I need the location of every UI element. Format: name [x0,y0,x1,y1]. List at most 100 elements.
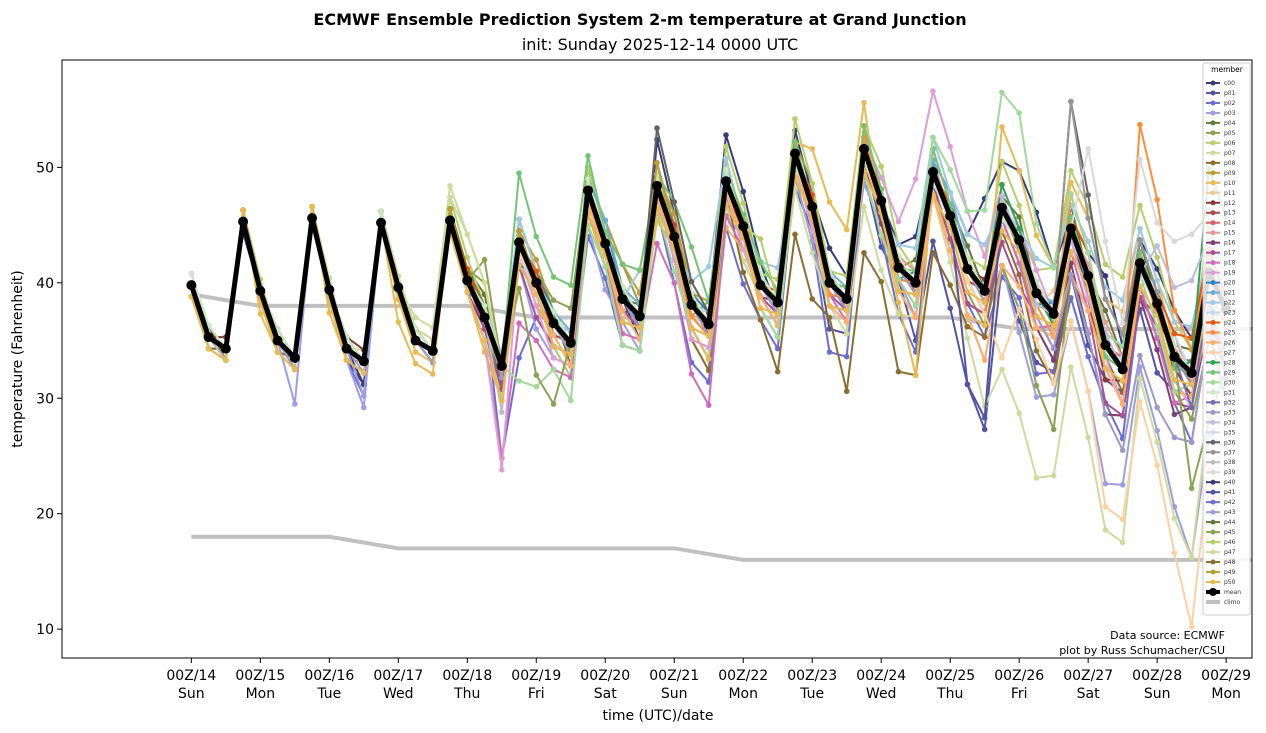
member-p08-point [826,314,833,321]
member-p30-point [774,334,781,340]
member-p24-point [1171,330,1178,337]
member-p06-point [1102,261,1109,268]
member-p31-point [723,166,729,173]
member-p50-point [1068,248,1074,255]
member-p08-point [757,316,764,323]
member-p19-point [533,303,540,309]
mean-point [410,335,421,346]
member-p19-point [740,246,747,253]
member-p33-point [1171,434,1178,441]
member-p22-point [1137,225,1143,232]
member-p07-point [1085,434,1091,441]
member-p19-point [550,355,557,361]
member-p10-point [1068,179,1074,186]
member-p22-point [1033,255,1040,262]
member-p10-point [1016,168,1022,174]
member-p30-point [1050,264,1057,271]
legend-item-p49: p49 [1206,569,1236,576]
legend-item-p33: p33 [1206,409,1236,416]
member-p08-point [861,249,867,256]
member-p03-point [361,404,367,411]
member-p30-point [1068,191,1074,197]
member-p26-point [912,314,919,321]
x-tick-day-label: Tue [799,686,824,702]
mean-point [548,318,559,329]
legend-label: p28 [1224,359,1236,366]
legend-marker [1210,339,1216,345]
mean-point [255,285,266,296]
member-p22-point [1171,319,1178,325]
member-p33-point [1050,345,1057,352]
member-p50-point [429,371,436,377]
member-p30-point [1154,323,1160,330]
member-p01-point [1154,370,1160,376]
member-p33-point [498,374,505,381]
member-p27-point [1102,503,1109,510]
mean-point [272,335,283,346]
member-p18-point [516,320,522,327]
member-p02-point [516,355,522,361]
member-p50-point [757,305,764,312]
mean-point [427,345,438,356]
member-p39-point [188,270,195,277]
member-p10-point [1033,232,1040,239]
legend-item-p43: p43 [1206,509,1236,516]
member-p03-point [1102,480,1109,487]
member-p04-point [1102,307,1109,314]
member-p50-point [205,345,212,352]
mean-point [1186,367,1197,378]
member-p45-point [1188,485,1195,492]
member-p32-point [1188,404,1195,411]
member-p19-point [947,143,953,150]
member-p05-point [1188,416,1195,422]
member-p06-point [1154,254,1160,261]
member-p50-point [1033,313,1040,320]
member-c00-point [1154,266,1160,272]
legend-item-p16: p16 [1206,240,1236,247]
member-p02-point [740,281,747,287]
member-p17-point [533,314,540,321]
member-p50-point [774,311,781,317]
x-tick-day-label: Thu [453,686,480,702]
legend-label: p41 [1224,489,1236,496]
legend-marker [1210,479,1216,485]
member-p30-point [1033,221,1040,227]
member-p33-point [1154,404,1160,411]
member-p33-point [1188,439,1195,445]
member-p26-point [999,262,1005,269]
legend-item-p09: p09 [1206,170,1236,177]
member-p07-point [878,267,885,273]
legend-item-p21: p21 [1206,290,1236,297]
member-c00-point [723,132,729,138]
legend-item-p32: p32 [1206,399,1236,406]
member-p18-point [533,337,540,344]
mean-point [1065,223,1076,234]
plot-credit-note: plot by Russ Schumacher/CSU [1059,644,1225,657]
member-p46-point [757,236,764,242]
legend-marker [1210,290,1216,296]
legend-label: p35 [1224,429,1236,436]
legend-item-p23: p23 [1206,310,1236,317]
mean-point [583,185,594,196]
member-p08-point [930,249,936,256]
member-p22-point [981,241,988,248]
legend-marker [1210,409,1216,415]
member-p26-point [1016,283,1022,290]
member-p19-point [981,253,988,260]
member-p22-point [964,231,971,238]
legend-label: p20 [1224,280,1236,287]
member-p29-point [792,139,798,145]
y-tick-label: 10 [36,622,54,638]
member-p37-point [1085,215,1091,221]
member-p10-point [981,322,988,329]
mean-point [376,217,387,228]
legend-label: p14 [1224,220,1236,227]
member-p50-point [257,311,264,317]
legend-item-p28: p28 [1206,359,1236,366]
legend-item-p30: p30 [1206,379,1236,386]
legend-marker [1210,529,1216,535]
legend-marker [1210,359,1216,365]
legend-marker [1210,379,1216,385]
member-p50-point [292,366,298,373]
member-p07-point [1119,539,1126,546]
